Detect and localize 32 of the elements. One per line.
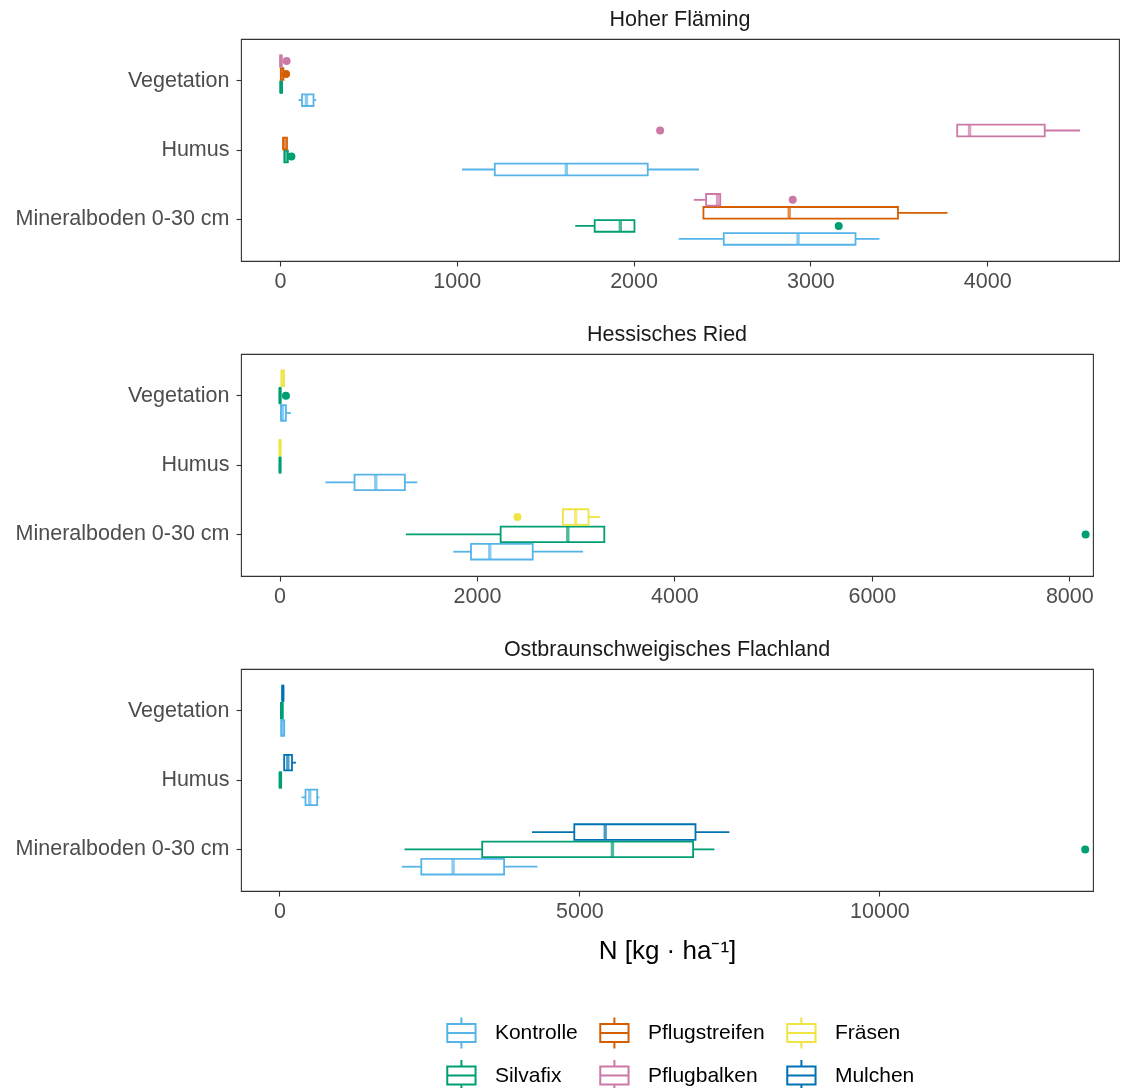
y-tick-label: Mineralboden 0-30 cm <box>15 206 230 231</box>
legend-label: Pflugstreifen <box>647 1019 765 1043</box>
chart-title: Hessisches Ried <box>586 321 748 346</box>
y-tick-label: Vegetation <box>127 67 230 92</box>
legend-label: Mulchen <box>834 1062 915 1086</box>
x-tick-label: 10000 <box>850 898 910 923</box>
x-axis-title: N [kg · ha⁻¹] <box>598 935 737 965</box>
x-tick-label: 4000 <box>650 583 699 608</box>
x-tick-label: 6000 <box>848 583 897 608</box>
legend-label: Fräsen <box>834 1019 901 1043</box>
y-tick-label: Humus <box>161 137 230 161</box>
y-tick-label: Humus <box>161 767 230 791</box>
x-tick-label: 2000 <box>453 583 502 608</box>
x-tick-label: 2000 <box>610 268 659 293</box>
legend-label: Kontrolle <box>494 1019 578 1043</box>
legend-label: Silvafix <box>494 1062 562 1086</box>
x-tick-label: 1000 <box>433 268 482 293</box>
chart-title: Hoher Fläming <box>609 6 751 31</box>
x-tick-label: 0 <box>274 268 287 293</box>
y-tick-label: Mineralboden 0-30 cm <box>15 836 230 861</box>
chart-title: Ostbraunschweigisches Flachland <box>503 636 831 661</box>
y-tick-label: Vegetation <box>127 697 230 722</box>
x-tick-label: 8000 <box>1045 583 1094 608</box>
x-tick-label: 0 <box>274 583 287 608</box>
y-tick-label: Vegetation <box>127 382 230 407</box>
x-tick-label: 4000 <box>963 268 1012 293</box>
legend-label: Pflugbalken <box>647 1062 758 1086</box>
y-tick-label: Humus <box>161 452 230 476</box>
x-tick-label: 3000 <box>787 268 835 293</box>
x-tick-label: 0 <box>273 898 286 923</box>
y-tick-label: Mineralboden 0-30 cm <box>15 521 230 546</box>
x-tick-label: 5000 <box>555 898 604 923</box>
